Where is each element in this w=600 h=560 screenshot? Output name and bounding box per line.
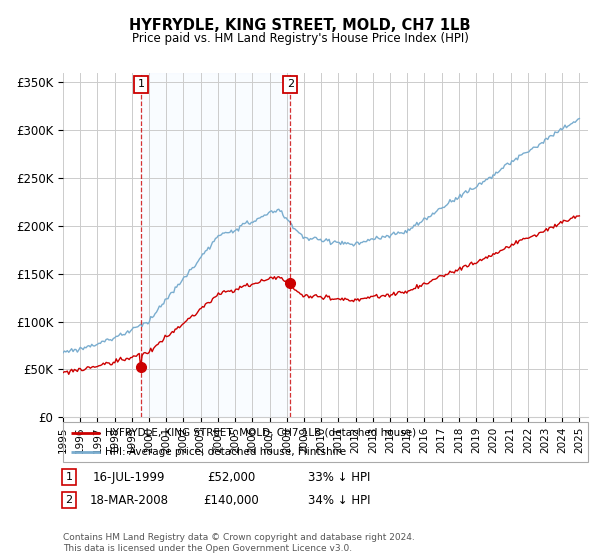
Text: £140,000: £140,000 (203, 493, 259, 507)
Text: 2: 2 (287, 80, 294, 89)
Bar (141, 73, 290, 417)
Text: Price paid vs. HM Land Registry's House Price Index (HPI): Price paid vs. HM Land Registry's House … (131, 31, 469, 45)
Text: 1: 1 (137, 80, 145, 89)
Text: HYFRYDLE, KING STREET, MOLD, CH7 1LB: HYFRYDLE, KING STREET, MOLD, CH7 1LB (129, 18, 471, 32)
Text: 34% ↓ HPI: 34% ↓ HPI (308, 493, 370, 507)
Text: 1: 1 (65, 472, 73, 482)
Text: HYFRYDLE, KING STREET, MOLD, CH7 1LB (detached house): HYFRYDLE, KING STREET, MOLD, CH7 1LB (de… (105, 428, 416, 438)
Text: 18-MAR-2008: 18-MAR-2008 (89, 493, 169, 507)
Text: HPI: Average price, detached house, Flintshire: HPI: Average price, detached house, Flin… (105, 447, 346, 457)
Text: Contains HM Land Registry data © Crown copyright and database right 2024.
This d: Contains HM Land Registry data © Crown c… (63, 534, 415, 553)
Text: 16-JUL-1999: 16-JUL-1999 (93, 470, 165, 484)
Text: 33% ↓ HPI: 33% ↓ HPI (308, 470, 370, 484)
Text: £52,000: £52,000 (207, 470, 255, 484)
Text: 2: 2 (65, 495, 73, 505)
